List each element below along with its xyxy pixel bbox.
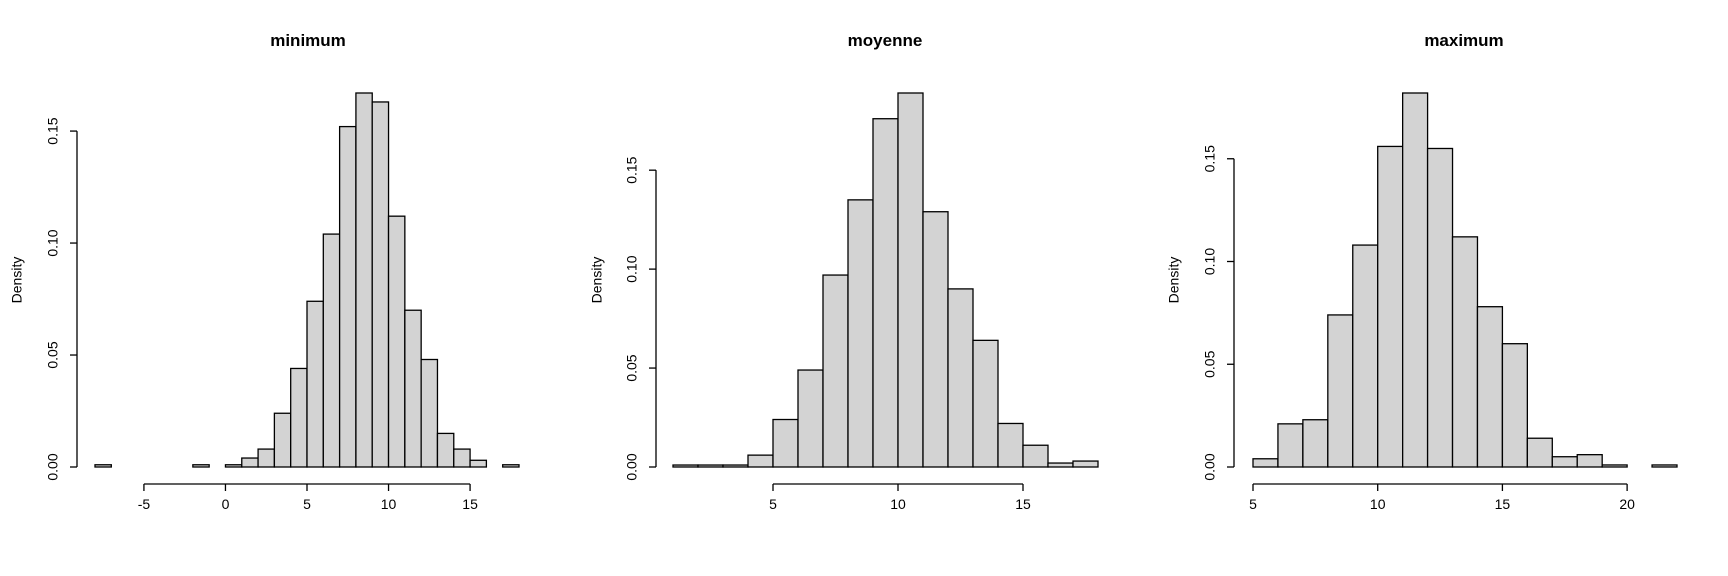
y-tick-label: 0.15: [45, 117, 61, 144]
x-tick-label: 15: [1495, 496, 1511, 512]
y-tick-label: 0.05: [45, 341, 61, 368]
histogram-bar: [772, 418, 799, 468]
x-tick-label: 5: [1249, 496, 1257, 512]
y-tick-label: 0.10: [624, 255, 640, 282]
histogram-bar: [1352, 244, 1379, 468]
histogram-bar: [947, 288, 974, 468]
histogram-bar: [1651, 464, 1678, 468]
histogram-bar: [1252, 458, 1279, 468]
histogram-bar: [192, 464, 210, 468]
histogram-bar: [972, 339, 999, 468]
y-tick-label: 0.15: [624, 156, 640, 183]
chart-title: maximum: [1424, 31, 1503, 50]
histogram-bar: [1551, 456, 1578, 468]
histogram-bar: [1047, 462, 1074, 468]
histogram-bar: [1576, 454, 1603, 468]
histogram-bar: [997, 422, 1024, 468]
histogram-bar: [1277, 423, 1304, 468]
histogram-bar: [306, 300, 324, 468]
histogram-bar: [224, 464, 243, 468]
histogram-bar: [1501, 343, 1529, 468]
y-tick-label: 0.00: [1202, 453, 1218, 480]
y-tick-label: 0.05: [624, 354, 640, 381]
x-tick-label: 10: [890, 496, 906, 512]
x-tick-label: 15: [462, 496, 478, 512]
histogram-bar: [290, 367, 308, 468]
y-tick-label: 0.00: [624, 453, 640, 480]
histogram-bar: [747, 454, 774, 468]
histogram-bar: [355, 92, 373, 468]
histogram-bar: [1327, 314, 1354, 468]
x-tick-label: 5: [303, 496, 311, 512]
histogram-bar: [469, 459, 488, 468]
histogram-bar: [822, 274, 849, 468]
histogram-bar: [94, 464, 112, 468]
x-tick-label: -5: [138, 496, 151, 512]
histogram-bar: [672, 464, 699, 468]
histogram-bar: [1426, 147, 1454, 468]
histogram-bar: [1072, 460, 1099, 468]
histogram-bar: [257, 448, 276, 468]
histogram-bar: [1402, 92, 1429, 468]
histogram-bar: [338, 125, 357, 468]
x-tick-label: 10: [381, 496, 397, 512]
y-axis-title: Density: [9, 257, 25, 304]
histogram-maximum: maximum 5 10 15 20 0.00 0.05 0.10 0.15 Density: [1166, 31, 1678, 512]
histogram-bar: [371, 101, 390, 468]
y-axis-title: Density: [589, 257, 605, 304]
histogram-minimum: minimum -5 0 5 10 15 0.00 0.05 0.10 0.15 Density: [9, 31, 520, 512]
x-tick-label: 0: [222, 496, 230, 512]
histogram-bar: [241, 457, 259, 468]
histogram-bar: [1377, 145, 1404, 468]
histogram-bar: [1601, 464, 1628, 468]
histogram-bar: [1022, 444, 1049, 468]
histogram-bar: [387, 215, 406, 468]
x-tick-label: 20: [1619, 496, 1635, 512]
histogram-bar: [436, 432, 455, 468]
histogram-bar: [1526, 437, 1553, 468]
chart-title: minimum: [270, 31, 346, 50]
histogram-bar: [1302, 419, 1329, 468]
histogram-bar: [502, 464, 520, 468]
histogram-bar: [453, 448, 471, 468]
x-tick-label: 5: [769, 496, 777, 512]
histogram-moyenne: moyenne 5 10 15 0.00 0.05 0.10 0.15 Density: [589, 31, 1099, 512]
y-tick-label: 0.00: [45, 453, 61, 480]
y-tick-label: 0.15: [1202, 145, 1218, 172]
histogram-bar: [273, 412, 292, 468]
chart-title: moyenne: [848, 31, 923, 50]
histogram-bar: [420, 358, 439, 468]
x-tick-label: 10: [1370, 496, 1386, 512]
histogram-bar: [897, 92, 924, 468]
y-tick-label: 0.10: [45, 229, 61, 256]
histogram-bar: [697, 464, 724, 468]
histogram-bar: [322, 233, 341, 468]
histogram-bar: [1451, 236, 1479, 468]
y-axis-title: Density: [1166, 257, 1182, 304]
y-tick-label: 0.10: [1202, 248, 1218, 275]
histogram-bar: [797, 369, 824, 468]
y-tick-label: 0.05: [1202, 350, 1218, 377]
histogram-bar: [722, 464, 749, 468]
histogram-bar: [872, 118, 899, 468]
histogram-bar: [922, 211, 949, 468]
x-tick-label: 15: [1015, 496, 1031, 512]
histogram-bar: [1476, 306, 1504, 468]
histogram-bar: [847, 199, 874, 468]
histogram-bar: [404, 309, 422, 468]
